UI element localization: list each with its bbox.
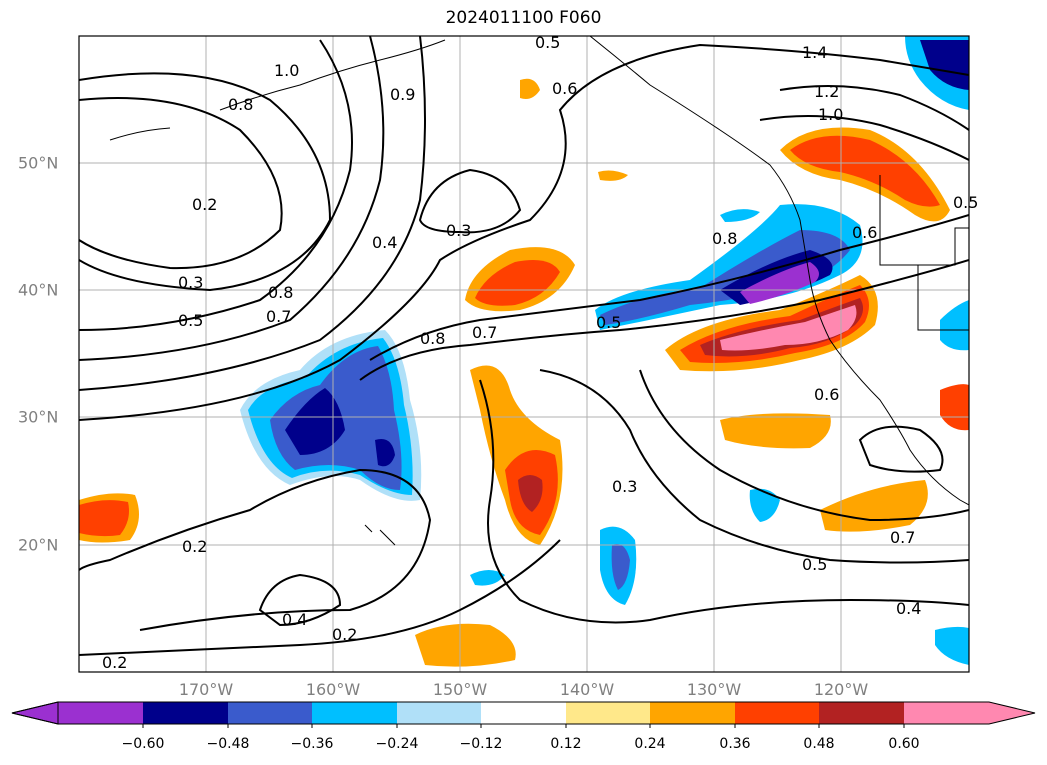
contour-label: 0.3 [612,477,637,496]
contour-label: 1.4 [802,43,827,62]
contour-label: 0.6 [814,385,839,404]
gridlines [79,36,969,672]
contour-label: 0.5 [953,193,978,212]
contour-label: 0.7 [890,528,915,547]
colorbar-label: 0.48 [803,736,835,752]
contour-label: 0.6 [552,79,577,98]
colorbar-swatch [58,702,143,724]
x-tick-label: 150°W [432,680,488,699]
contour-label: 0.5 [596,313,621,332]
contour-label: 0.8 [712,229,737,248]
colorbar-swatch [904,702,989,724]
colorbar-label: 0.36 [719,736,751,752]
colorbar-label: 0.24 [634,736,666,752]
contour-label: 0.8 [268,283,293,302]
colorbar-label: −0.36 [290,736,334,752]
colorbar-swatch [735,702,819,724]
colorbar-swatch [397,702,481,724]
colorbar-frame-left [11,701,59,725]
colorbar-label: −0.48 [206,736,250,752]
colorbar-swatch [566,702,650,724]
colorbar-swatch [819,702,904,724]
y-tick-label: 30°N [18,407,59,427]
y-tick-label: 20°N [18,535,59,555]
contour-label: 0.3 [446,221,471,240]
contour-label-layer: 0.5 0.6 1.4 1.2 1.0 1.0 0.8 0.9 0.2 0.3 … [102,33,978,672]
map-title: 2024011100 F060 [445,8,602,28]
colorbar-extend-min [12,702,58,724]
plot-frame [78,35,970,673]
contour-label: 0.2 [332,625,357,644]
contour-label: 0.2 [192,195,217,214]
colorbar-label: −0.12 [459,736,503,752]
contour-label: 1.0 [274,61,299,80]
contour-label: 0.4 [896,599,921,618]
y-tick-label: 40°N [18,280,59,300]
contour-label: 0.5 [535,33,560,52]
map-canvas: 0.5 0.6 1.4 1.2 1.0 1.0 0.8 0.9 0.2 0.3 … [78,33,978,673]
contour-label: 0.2 [102,653,127,672]
colorbar-swatch [650,702,735,724]
colorbar-swatch [143,702,228,724]
contour-label: 1.2 [814,82,839,101]
colorbar-label: 0.60 [888,736,920,752]
contour-lines [79,36,969,656]
contour-label: 0.8 [420,329,445,348]
contour-label: 0.7 [266,307,291,326]
contour-label: 1.0 [818,105,843,124]
x-tick-label: 160°W [305,680,361,699]
colorbar-swatch [312,702,397,724]
contour-label: 0.5 [178,311,203,330]
x-tick-label: 130°W [686,680,742,699]
contour-label: 0.2 [182,537,207,556]
contour-label: 0.9 [390,85,415,104]
x-tick-label: 170°W [178,680,234,699]
contour-label: 0.4 [372,233,397,252]
contour-label: 0.5 [802,555,827,574]
contour-label: 0.3 [178,273,203,292]
x-tick-label: 120°W [813,680,869,699]
y-tick-label: 50°N [18,153,59,173]
contour-label: 0.8 [228,95,253,114]
colorbar-swatch [481,702,566,724]
colorbar-label: 0.12 [550,736,582,752]
contour-label: 0.6 [852,223,877,242]
colorbar-extend-max [989,702,1035,724]
contour-label: 0.7 [472,323,497,342]
colorbar-swatch [228,702,312,724]
contour-label: 0.4 [282,610,307,629]
x-tick-label: 140°W [559,680,615,699]
colorbar-outline [11,701,1036,725]
colorbar-label: −0.60 [121,736,165,752]
colorbar-label: −0.24 [375,736,419,752]
anomaly-fills [79,36,969,667]
colorbar-swatches [11,701,1036,728]
